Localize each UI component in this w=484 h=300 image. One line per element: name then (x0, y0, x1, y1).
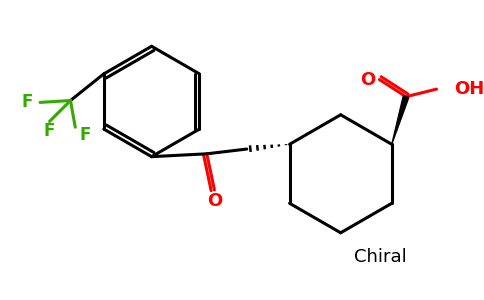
Text: O: O (361, 70, 376, 88)
Polygon shape (392, 96, 409, 144)
Text: O: O (207, 192, 222, 210)
Text: F: F (79, 126, 91, 144)
Text: F: F (21, 93, 32, 111)
Text: OH: OH (454, 80, 484, 98)
Text: F: F (44, 122, 55, 140)
Text: Chiral: Chiral (354, 248, 407, 266)
